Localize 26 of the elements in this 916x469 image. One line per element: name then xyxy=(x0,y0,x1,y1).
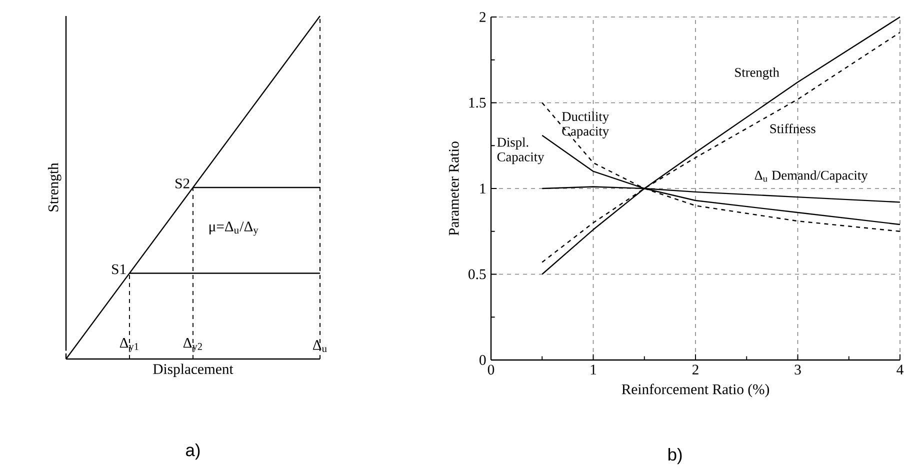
x-tick-label: 3 xyxy=(794,364,801,375)
x-tick-label: 4 xyxy=(896,364,904,375)
series-label: Δ$_{u}$ Demand/Capacity xyxy=(754,170,868,183)
x-tick-label: 1 xyxy=(590,364,596,375)
annotation: S2 xyxy=(176,178,190,189)
y-axis-title: Strength xyxy=(48,163,62,212)
x-tick-label: Δ$_{y1}$ xyxy=(120,338,138,352)
x-tick-label: Δ$_{y2}$ xyxy=(183,338,202,352)
text: b) xyxy=(668,448,682,464)
series-label: Ductility Capacity xyxy=(562,112,610,139)
x-tick-label: 0 xyxy=(488,364,494,375)
x-tick-label: 2 xyxy=(692,364,698,375)
series-label: Strength xyxy=(735,68,780,80)
annotation: μ=Δ$_{u}$/Δ$_{y}$ xyxy=(210,222,258,236)
series-label: Stiffness xyxy=(770,124,816,134)
y-axis-title: Parameter Ratio xyxy=(448,142,459,236)
y-tick-label: 1 xyxy=(480,184,486,194)
y-tick-label: 2 xyxy=(480,12,486,22)
annotation: S1 xyxy=(112,264,126,274)
x-axis-title: Reinforcement Ratio (%) xyxy=(622,384,770,398)
y-tick-label: 0 xyxy=(480,355,486,366)
y-tick-label: 1.5 xyxy=(469,98,486,108)
series-label: Displ. Capacity xyxy=(497,138,544,164)
text: a) xyxy=(186,444,200,460)
x-axis-title: Displacement xyxy=(153,364,234,378)
y-tick-label: 0.5 xyxy=(468,269,486,280)
